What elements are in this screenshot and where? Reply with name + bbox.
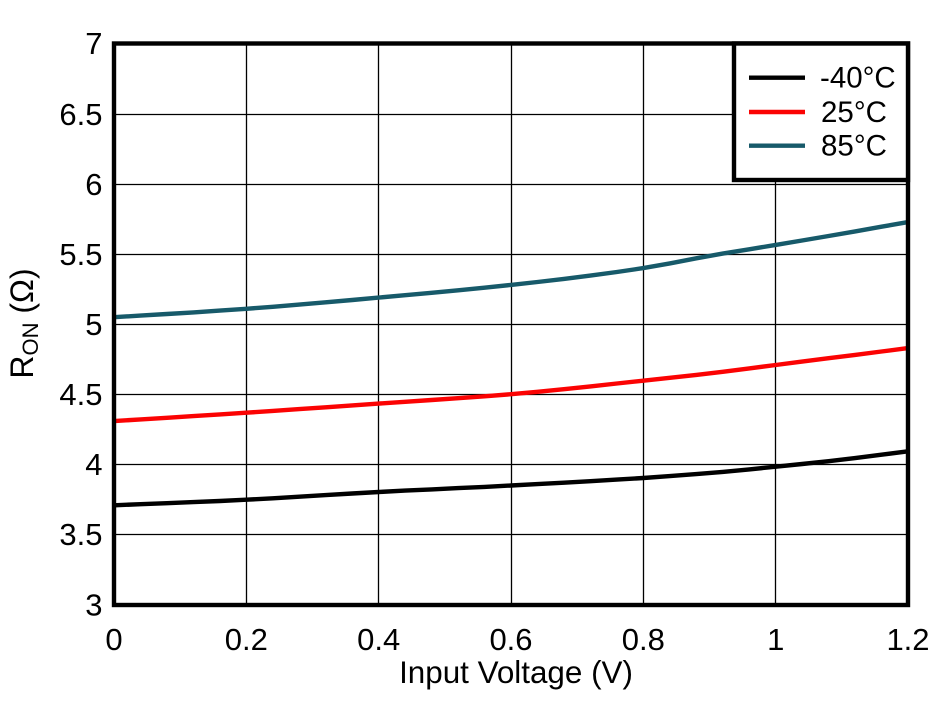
- svg-text:0: 0: [105, 622, 122, 657]
- svg-text:0.2: 0.2: [225, 622, 268, 657]
- svg-text:4.5: 4.5: [59, 377, 102, 412]
- svg-text:7: 7: [85, 26, 102, 61]
- svg-text:6.5: 6.5: [59, 97, 102, 132]
- svg-text:5.5: 5.5: [59, 237, 102, 272]
- svg-text:85°C: 85°C: [821, 130, 887, 163]
- svg-text:0.8: 0.8: [622, 622, 665, 657]
- svg-text:25°C: 25°C: [821, 96, 887, 129]
- svg-text:0.4: 0.4: [357, 622, 400, 657]
- svg-text:1.2: 1.2: [886, 622, 929, 657]
- svg-text:RON (Ω): RON (Ω): [4, 268, 43, 378]
- svg-text:5: 5: [85, 307, 102, 342]
- svg-text:3.5: 3.5: [59, 517, 102, 552]
- svg-text:Input Voltage (V): Input Voltage (V): [399, 655, 633, 690]
- svg-text:6: 6: [85, 167, 102, 202]
- svg-text:4: 4: [85, 447, 102, 482]
- svg-text:-40°C: -40°C: [820, 62, 896, 95]
- svg-text:0.6: 0.6: [489, 622, 532, 657]
- svg-text:3: 3: [85, 588, 102, 623]
- svg-text:1: 1: [767, 622, 784, 657]
